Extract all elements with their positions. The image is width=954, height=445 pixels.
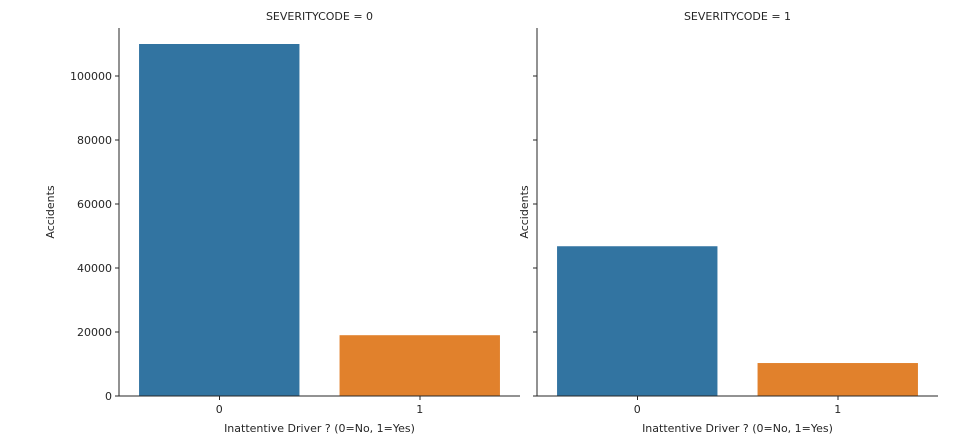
- bar-severity0-inattentive-0: [139, 44, 300, 396]
- y-axis-label: Accidents: [518, 185, 531, 239]
- x-tick-label: 1: [416, 403, 423, 416]
- bar-severity1-inattentive-0: [557, 246, 718, 396]
- y-tick-label: 0: [105, 390, 112, 403]
- y-tick-label: 20000: [77, 326, 112, 339]
- panel-title: SEVERITYCODE = 0: [266, 10, 373, 23]
- x-tick-label: 1: [834, 403, 841, 416]
- y-tick-label: 60000: [77, 198, 112, 211]
- y-tick-label: 100000: [70, 70, 112, 83]
- y-tick-label: 80000: [77, 134, 112, 147]
- y-axis-label: Accidents: [44, 185, 57, 239]
- x-tick-label: 0: [634, 403, 641, 416]
- bar-severity0-inattentive-1: [339, 335, 500, 396]
- panel-title: SEVERITYCODE = 1: [684, 10, 791, 23]
- x-tick-label: 0: [216, 403, 223, 416]
- x-axis-label: Inattentive Driver ? (0=No, 1=Yes): [642, 422, 833, 435]
- facet-panel-0: SEVERITYCODE = 0 0 20000 40000 60000 80000 100…: [44, 10, 520, 435]
- x-axis-label: Inattentive Driver ? (0=No, 1=Yes): [224, 422, 415, 435]
- y-tick-label: 40000: [77, 262, 112, 275]
- bar-severity1-inattentive-1: [757, 363, 918, 396]
